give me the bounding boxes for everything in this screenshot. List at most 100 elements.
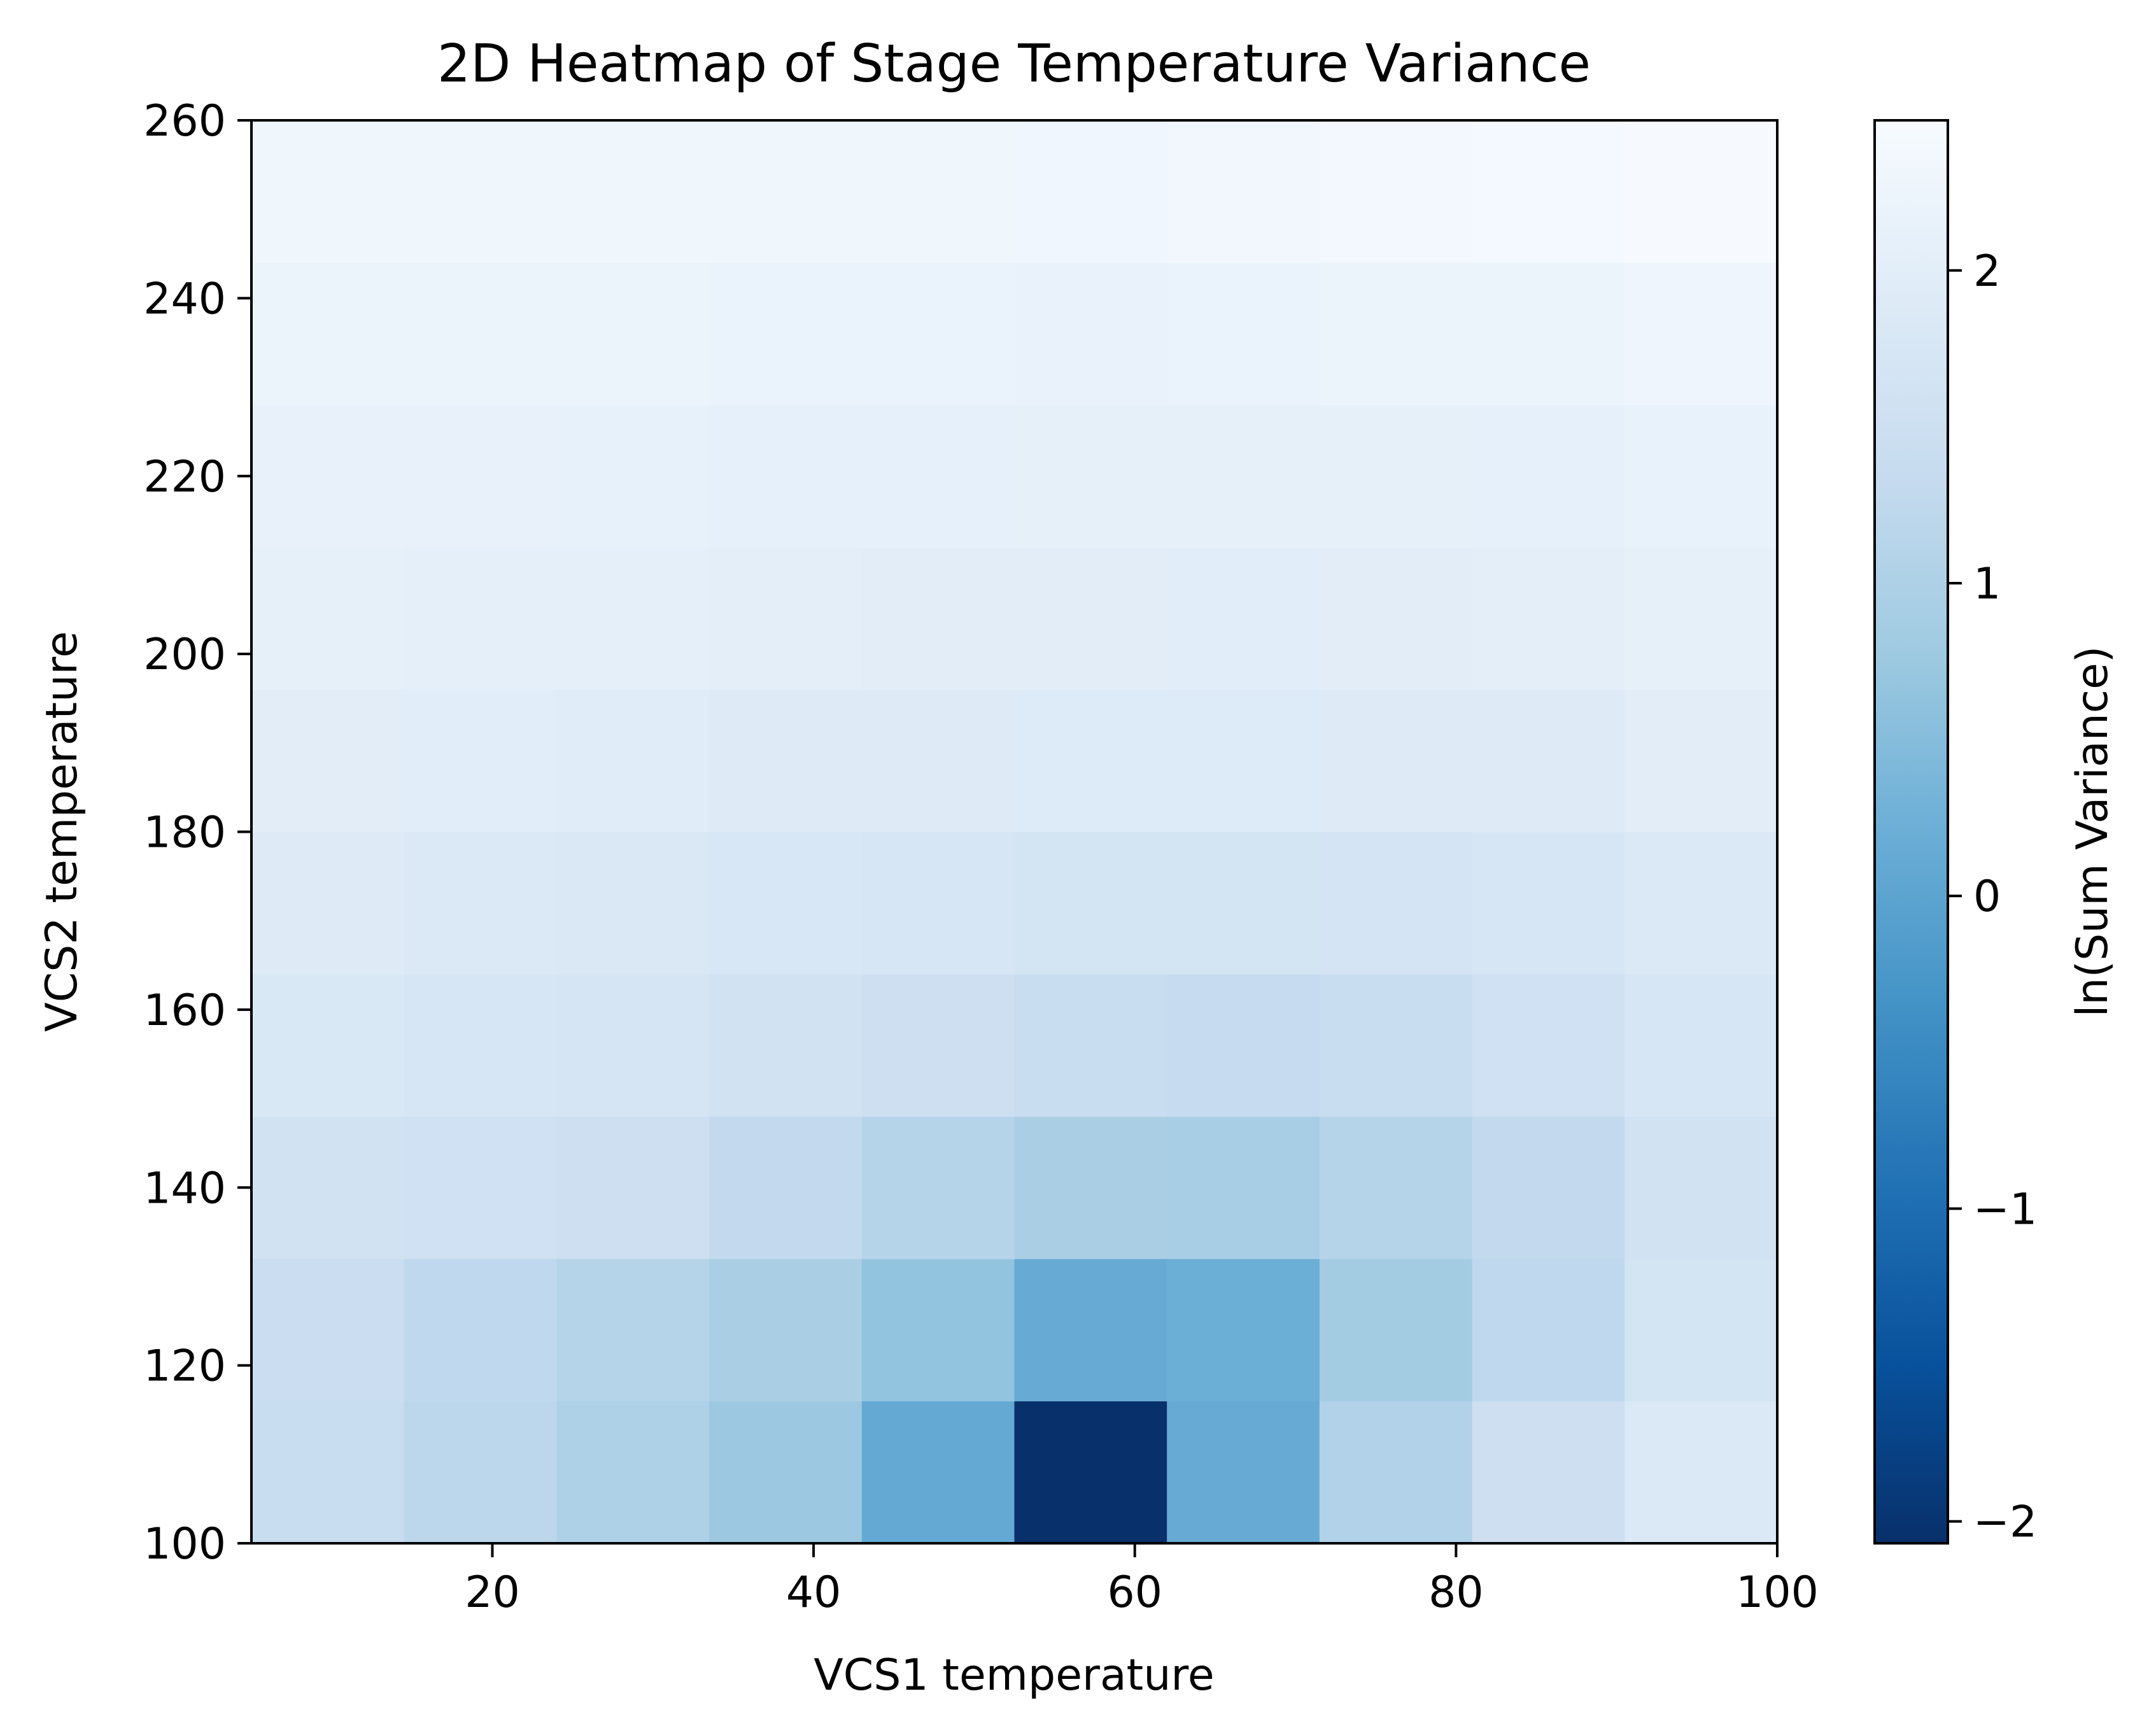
heatmap-cell — [556, 1259, 710, 1402]
x-tick-label: 80 — [1428, 1567, 1484, 1618]
heatmap-cell — [709, 547, 863, 690]
heatmap-cell — [556, 405, 710, 548]
y-tick-label: 100 — [143, 1519, 226, 1569]
x-tick-label: 100 — [1736, 1567, 1819, 1618]
heatmap-cell — [1319, 974, 1473, 1117]
heatmap-cell — [251, 547, 405, 690]
x-tick-label: 60 — [1107, 1567, 1162, 1618]
heatmap-cell — [709, 262, 863, 406]
x-tick-label: 20 — [465, 1567, 520, 1618]
heatmap-cell — [556, 690, 710, 833]
heatmap-cell — [1624, 1401, 1778, 1544]
heatmap-cell — [709, 690, 863, 833]
heatmap-cell — [556, 120, 710, 264]
heatmap-cell — [404, 1401, 557, 1544]
heatmap-cell — [251, 120, 405, 264]
heatmap-cell — [1624, 405, 1778, 548]
heatmap-cell — [404, 974, 557, 1117]
heatmap-cell — [251, 262, 405, 406]
heatmap-cell — [709, 1401, 863, 1544]
heatmap-cell — [1319, 690, 1473, 833]
heatmap-cell — [251, 1401, 405, 1544]
heatmap-cell — [404, 690, 557, 833]
heatmap-cell — [251, 831, 405, 975]
heatmap-cell — [709, 1259, 863, 1402]
heatmap-cell — [1014, 1401, 1167, 1544]
heatmap-cell — [1472, 690, 1625, 833]
colorbar-tick-label: 2 — [1973, 246, 2001, 297]
heatmap-cell — [709, 120, 863, 264]
heatmap-cell — [404, 1259, 557, 1402]
colorbar-tick-label: 1 — [1973, 559, 2001, 609]
colorbar-axis: −2 −1 0 1 2 — [1948, 246, 2037, 1548]
heatmap-cell — [1014, 547, 1167, 690]
x-tick-label: 40 — [786, 1567, 842, 1618]
heatmap-cell — [251, 690, 405, 833]
heatmap-cell — [1014, 262, 1167, 406]
heatmap-cell — [556, 262, 710, 406]
heatmap-cell — [1319, 120, 1473, 264]
heatmap-cell — [1472, 120, 1625, 264]
colorbar-label: ln(Sum Variance) — [2068, 646, 2118, 1017]
heatmap-cell — [1624, 1259, 1778, 1402]
heatmap-cell — [556, 547, 710, 690]
y-tick-label: 200 — [143, 630, 226, 680]
heatmap-cell — [861, 547, 1015, 690]
y-tick-label: 140 — [143, 1163, 226, 1213]
heatmap-cell — [861, 1401, 1015, 1544]
heatmap-cell — [861, 405, 1015, 548]
heatmap-cell — [1014, 1116, 1167, 1259]
heatmap-cell — [861, 1259, 1015, 1402]
heatmap-cells — [251, 120, 1778, 1544]
y-tick-label: 180 — [143, 808, 226, 858]
heatmap-cell — [1319, 1116, 1473, 1259]
heatmap-cell — [861, 1116, 1015, 1259]
heatmap-cell — [1319, 1259, 1473, 1402]
heatmap-cell — [709, 1116, 863, 1259]
heatmap-cell — [1167, 690, 1320, 833]
heatmap-cell — [1624, 262, 1778, 406]
x-axis: 20 40 60 80 100 — [465, 1543, 1819, 1618]
heatmap-cell — [251, 974, 405, 1117]
heatmap-cell — [1014, 1259, 1167, 1402]
heatmap-cell — [861, 120, 1015, 264]
heatmap-cell — [861, 974, 1015, 1117]
heatmap-cell — [861, 262, 1015, 406]
heatmap-cell — [709, 974, 863, 1117]
y-tick-label: 120 — [143, 1341, 226, 1392]
heatmap-cell — [1167, 1401, 1320, 1544]
heatmap-cell — [251, 405, 405, 548]
heatmap-cell — [251, 1116, 405, 1259]
heatmap-cell — [1472, 547, 1625, 690]
heatmap-cell — [1014, 405, 1167, 548]
y-axis: 100 120 140 160 180 200 220 240 260 — [143, 96, 251, 1569]
heatmap-cell — [1319, 405, 1473, 548]
heatmap-cell — [556, 1116, 710, 1259]
colorbar-tick-label: 0 — [1973, 872, 2001, 922]
colorbar-tick-label: −1 — [1973, 1184, 2037, 1234]
heatmap-cell — [1624, 690, 1778, 833]
heatmap-cell — [1624, 120, 1778, 264]
heatmap-cell — [1167, 1116, 1320, 1259]
heatmap-cell — [404, 405, 557, 548]
heatmap-cell — [1319, 262, 1473, 406]
heatmap-cell — [404, 831, 557, 975]
heatmap-cell — [1319, 547, 1473, 690]
heatmap-cell — [1167, 120, 1320, 264]
heatmap-cell — [1472, 974, 1625, 1117]
heatmap-cell — [1472, 1401, 1625, 1544]
heatmap-cell — [1167, 405, 1320, 548]
heatmap-cell — [861, 690, 1015, 833]
y-tick-label: 220 — [143, 452, 226, 502]
heatmap-cell — [1167, 974, 1320, 1117]
y-tick-label: 260 — [143, 96, 226, 146]
heatmap-cell — [1624, 1116, 1778, 1259]
heatmap-cell — [251, 1259, 405, 1402]
heatmap-cell — [1014, 831, 1167, 975]
heatmap-cell — [556, 1401, 710, 1544]
colorbar — [1873, 119, 1949, 1545]
heatmap-cell — [1624, 547, 1778, 690]
heatmap-cell — [1167, 831, 1320, 975]
